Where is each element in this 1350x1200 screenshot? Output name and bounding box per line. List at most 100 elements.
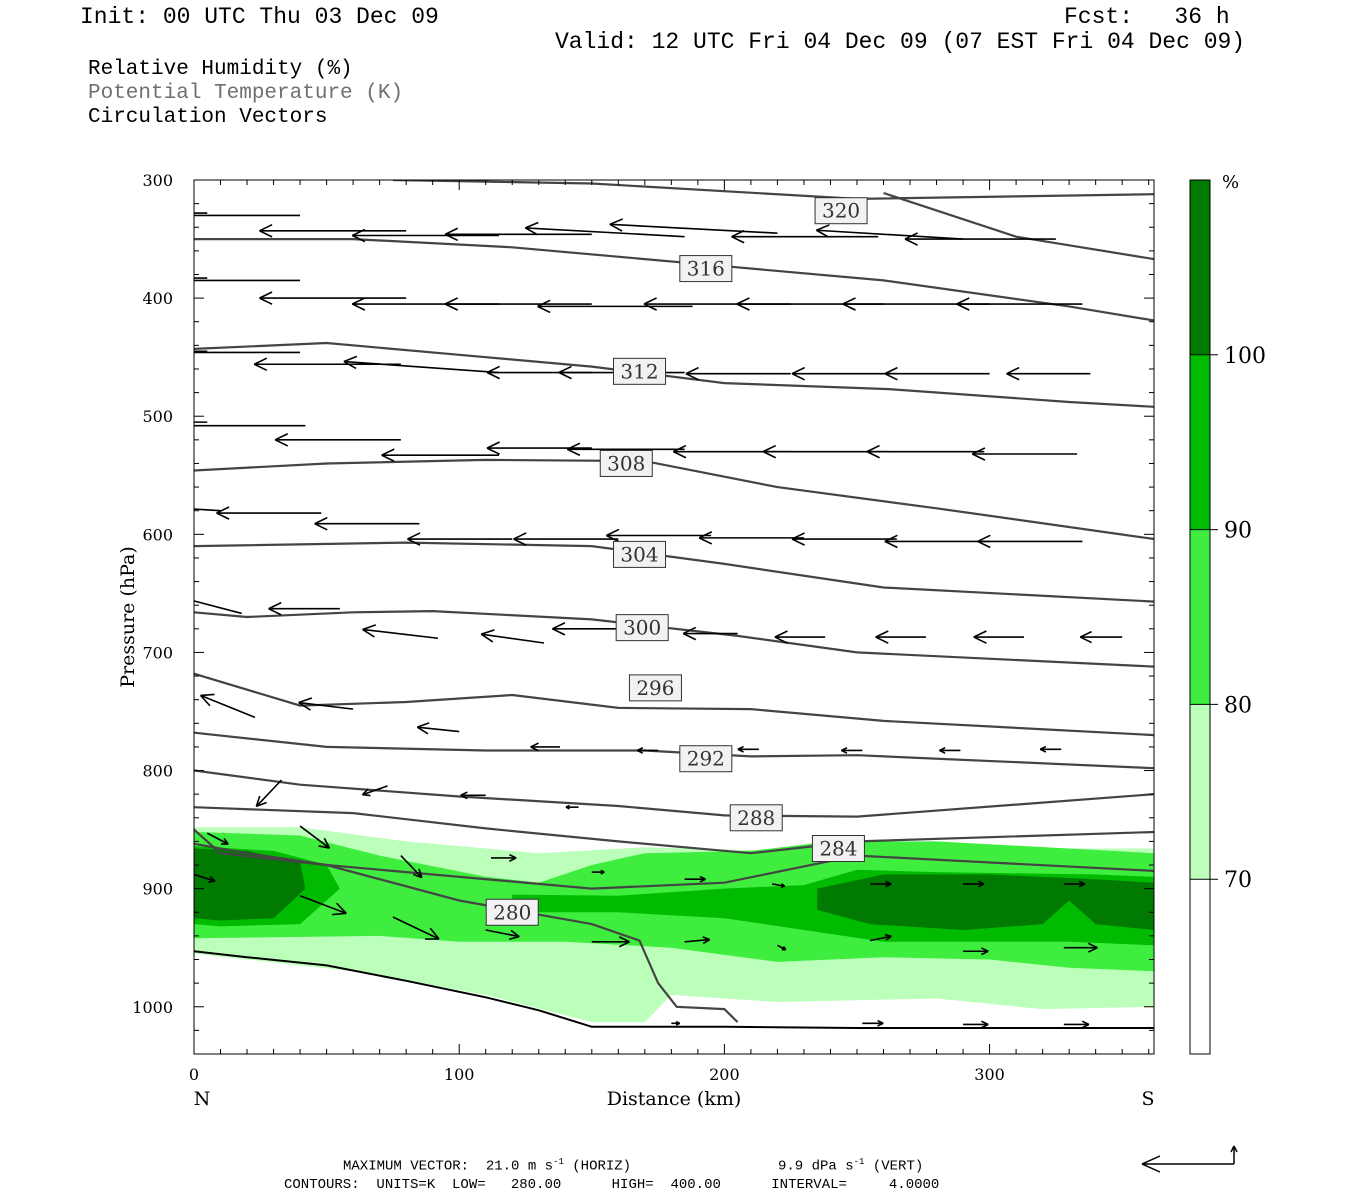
wind-vector: [194, 424, 306, 427]
wind-vector: [606, 528, 712, 543]
colorbar-swatch: [1190, 529, 1210, 705]
wind-vector: [884, 366, 990, 381]
theta-contour-320-0: [392, 180, 1154, 201]
wind-vector: [530, 742, 560, 752]
wind-vector: [1079, 630, 1123, 644]
wind-vector: [194, 350, 208, 353]
contour-label-box: [729, 804, 783, 832]
y-tick-label: 900: [142, 880, 173, 899]
wind-vector: [194, 351, 301, 354]
x-tick-label: 300: [974, 1065, 1005, 1084]
contour-label: 288: [737, 806, 775, 830]
contour-label: 308: [607, 451, 645, 475]
wind-vector: [1006, 366, 1091, 381]
x-end-label-left: N: [194, 1088, 211, 1110]
wind-vector: [400, 855, 423, 879]
wind-vector: [791, 532, 897, 546]
wind-vector: [206, 832, 229, 845]
wind-vector: [485, 929, 520, 940]
theta-contour-316-2: [194, 238, 1154, 322]
contour-label-box: [613, 540, 667, 568]
colorbar-unit: %: [1222, 172, 1239, 193]
wind-vector: [255, 779, 283, 808]
wind-vector: [343, 355, 500, 374]
wind-vector: [963, 880, 985, 888]
legend-relative-humidity: Relative Humidity (%): [88, 58, 353, 81]
x-end-label-right: S: [1141, 1088, 1154, 1110]
theta-contour-288-9: [194, 769, 1154, 818]
wind-vector: [524, 221, 685, 238]
contour-label-box: [599, 449, 653, 477]
wind-vector: [566, 442, 685, 457]
colorbar-swatch: [1190, 879, 1210, 1054]
wind-vector: [194, 277, 208, 279]
wind-vector: [870, 880, 892, 888]
contour-label: 296: [636, 676, 674, 700]
wind-vector: [636, 747, 659, 754]
init-time: Init: 00 UTC Thu 03 Dec 09: [80, 4, 439, 30]
wind-vector: [1039, 745, 1062, 753]
wind-vector: [268, 601, 340, 616]
reference-vector-icon: [1141, 1145, 1238, 1173]
wind-vector: [1063, 1020, 1090, 1029]
wind-vector: [971, 447, 1078, 461]
y-tick-label: 800: [142, 762, 173, 781]
wind-vector: [977, 534, 1083, 549]
y-tick-label: 600: [142, 525, 173, 544]
wind-vector: [956, 297, 1083, 311]
wind-vector: [407, 532, 513, 546]
theta-contour-292-8: [194, 731, 1154, 770]
contour-label: 312: [620, 359, 658, 383]
theta-contour-304-5: [194, 541, 1154, 603]
rh-region-100-5: [817, 874, 1154, 930]
y-tick-label: 1000: [132, 998, 173, 1017]
wind-vector: [513, 532, 619, 546]
rh-region-100-4: [194, 848, 306, 921]
theta-contour-308-4: [194, 458, 1154, 541]
wind-vector: [381, 448, 499, 463]
wind-vector: [194, 214, 301, 217]
wind-vector: [392, 916, 440, 940]
colorbar-frame: [1189, 179, 1211, 1055]
contour-label-box: [628, 674, 682, 702]
footer-max-vector: MAXIMUM VECTOR: 21.0 m s-1 (HORIZ): [343, 1157, 632, 1175]
wind-vector: [444, 297, 592, 311]
plot-frame: [193, 179, 1155, 1055]
wind-vector: [862, 1019, 884, 1027]
wind-vector: [299, 894, 347, 916]
y-tick-label: 300: [142, 171, 173, 190]
contour-label: 316: [687, 257, 725, 281]
valid-time: Valid: 12 UTC Fri 04 Dec 09 (07 EST Fri …: [555, 29, 1246, 55]
wind-vector: [259, 223, 407, 238]
wind-vector: [259, 291, 407, 305]
x-tick-label: 0: [189, 1065, 199, 1084]
wind-vector: [840, 747, 863, 754]
contour-label-box: [814, 197, 868, 225]
wind-vector: [216, 506, 322, 520]
wind-vector: [491, 853, 517, 862]
wind-vector: [591, 869, 605, 875]
wind-vector: [274, 433, 401, 447]
wind-vector: [884, 534, 990, 549]
wind-vector: [444, 227, 592, 242]
contour-label-box: [615, 614, 669, 642]
wind-vector: [565, 804, 579, 810]
wind-vector: [552, 622, 624, 636]
wind-vector: [737, 745, 759, 753]
colorbar-level-label: 70: [1224, 868, 1252, 893]
wind-vector: [194, 212, 208, 214]
wind-vector: [816, 224, 964, 240]
wind-vector: [537, 299, 693, 314]
theta-contour-300-6: [194, 609, 1154, 668]
wind-vector: [963, 947, 989, 956]
wind-vector: [416, 722, 460, 735]
wind-vector: [1063, 942, 1098, 953]
wind-vector: [771, 883, 786, 888]
ground-surface: [194, 950, 1154, 1029]
wind-vector: [480, 629, 545, 644]
y-axis-label: Pressure (hPa): [117, 546, 139, 688]
wind-vector: [791, 366, 897, 381]
wind-vector: [591, 936, 630, 948]
wind-vector: [870, 933, 892, 942]
wind-vector: [774, 630, 826, 644]
